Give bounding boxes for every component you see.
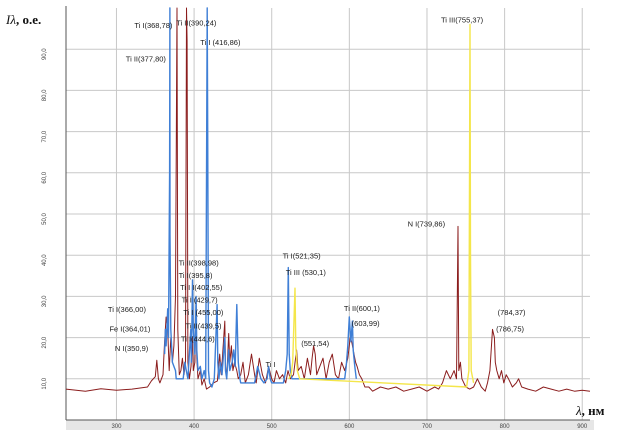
x-tick-label: 500	[267, 424, 278, 430]
peak-label: Ti III(755,37)	[441, 15, 484, 24]
peak-label: (786,75)	[496, 324, 524, 333]
series-group	[65, 7, 591, 392]
peak-label: Ti I I(402,55)	[180, 283, 223, 292]
x-tick-label: 300	[111, 424, 122, 430]
y-tick-label: 40,0	[42, 254, 48, 266]
peak-label: Ti I (429,7)	[182, 296, 218, 305]
peak-label: Ti II(398,98)	[179, 259, 220, 268]
x-tick-label: 800	[500, 424, 511, 430]
peak-label: Ti II(600,1)	[344, 304, 380, 313]
peak-label: (784,37)	[498, 308, 526, 317]
peak-label: Fe I(364,01)	[109, 324, 150, 333]
y-tick-label: 20,0	[42, 336, 48, 348]
peak-label: Ti I(366,00)	[108, 305, 147, 314]
y-tick-label: 50,0	[42, 213, 48, 225]
x-tick-label: 700	[422, 424, 433, 430]
peak-label: Ti I(444,6)	[181, 335, 215, 344]
x-tick-label: 400	[189, 424, 200, 430]
peak-label: (603,99)	[352, 319, 380, 328]
y-tick-label: 70,0	[42, 130, 48, 142]
y-tick-label: 30,0	[42, 295, 48, 307]
peak-label: Ti I(368,78)	[134, 21, 173, 30]
peak-label: Ti I	[266, 360, 276, 369]
peak-label: Ti II(390,24)	[176, 19, 217, 28]
annotations: Ti I(368,78) Ti II(390,24) Ti II(377,80) Ti…	[108, 15, 526, 368]
x-axis-label: λ, нм	[576, 403, 605, 418]
peak-label: N I(739,86)	[408, 219, 446, 228]
peak-label: (551,54)	[301, 339, 329, 348]
x-tick-label: 600	[344, 424, 355, 430]
peak-label: Ti II(439,5)	[186, 322, 222, 331]
peak-label: Ti I(395,8)	[179, 271, 213, 280]
y-tick-label: 10,0	[42, 377, 48, 389]
x-tick-label: 900	[577, 424, 588, 430]
peak-label: Ti I (416,86)	[200, 38, 241, 47]
series-line-2	[163, 7, 357, 388]
y-tick-label: 60,0	[42, 171, 48, 183]
y-axis-label: Iλ, о.е.	[6, 12, 42, 27]
y-tick-label: 80,0	[42, 89, 48, 101]
x-axis-band	[66, 420, 594, 430]
peak-label: Ti I(521,35)	[283, 251, 322, 260]
series-line-1	[65, 7, 591, 392]
peak-label: N I(350,9)	[115, 344, 149, 353]
axes: 300 400 500 600 700 800 900 10,0 20,0 30,0 40,0 50,…	[42, 6, 594, 430]
peak-label: Ti III (530,1)	[286, 268, 327, 277]
peak-label: Ti II(377,80)	[126, 55, 167, 64]
peak-label: Ti I (455,00)	[183, 308, 224, 317]
series-line-3	[288, 23, 475, 388]
y-tick-label: 90,0	[42, 48, 48, 60]
grid	[66, 8, 590, 420]
